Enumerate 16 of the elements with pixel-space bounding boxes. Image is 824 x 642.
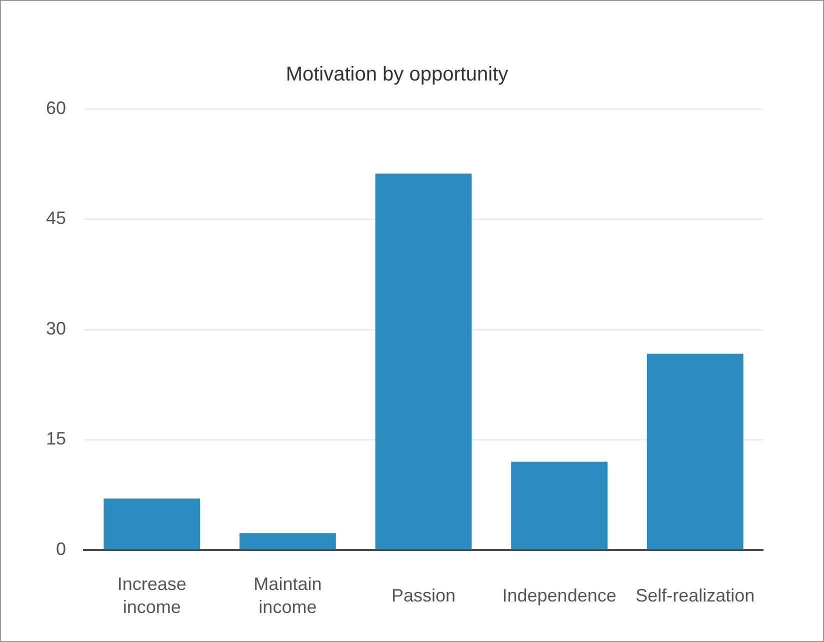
x-tick-label: Increase income — [117, 574, 186, 618]
bar — [646, 354, 744, 550]
bar — [511, 462, 608, 550]
y-tick-label: 45 — [46, 208, 66, 228]
bar — [375, 174, 472, 550]
x-tick-label: Independence — [502, 585, 616, 606]
y-tick-label: 30 — [46, 318, 66, 338]
x-tick-label: Self-realization — [636, 585, 755, 606]
bar — [104, 498, 200, 550]
y-tick-label: 60 — [46, 98, 66, 118]
y-tick-label: 0 — [56, 538, 66, 559]
y-tick-label: 15 — [46, 428, 66, 449]
x-tick-label: Maintain income — [254, 574, 322, 618]
bar — [239, 533, 336, 550]
chart-title: Motivation by opportunity — [286, 64, 508, 86]
x-tick-label: Passion — [391, 585, 456, 606]
